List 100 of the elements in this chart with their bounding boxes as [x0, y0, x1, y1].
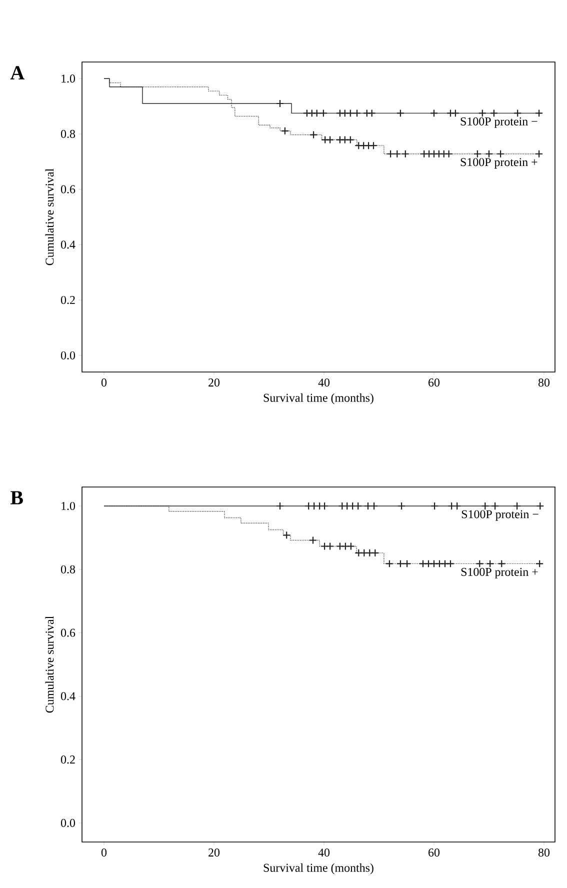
point	[346, 136, 354, 144]
point	[440, 150, 448, 158]
y-tick-label: 0.2	[60, 296, 75, 304]
point	[326, 136, 334, 144]
point	[478, 109, 486, 118]
y-tick-label: 1.0	[62, 502, 76, 510]
point	[371, 548, 380, 557]
point	[308, 109, 316, 118]
point	[484, 150, 494, 158]
point	[444, 150, 453, 158]
point	[514, 109, 522, 118]
point	[451, 109, 460, 118]
point	[398, 502, 406, 510]
point	[276, 99, 284, 108]
x-tick-label: 80	[538, 848, 550, 857]
point	[385, 560, 394, 568]
point	[396, 560, 404, 568]
y-tick-label: 1.0	[62, 74, 76, 83]
x-axis-title: Survival time (months)	[264, 863, 374, 874]
point	[434, 150, 443, 158]
y-tick-label: 0.6	[60, 628, 76, 637]
point	[336, 542, 344, 550]
x-tick-label: 20	[208, 848, 220, 857]
point	[440, 560, 450, 568]
point	[535, 150, 544, 158]
point	[310, 130, 318, 139]
point	[308, 536, 318, 544]
point	[368, 109, 376, 118]
point	[320, 542, 329, 550]
point	[346, 542, 355, 550]
chart-title: A	[10, 66, 24, 80]
point	[435, 560, 444, 568]
y-tick-label: 0.0	[60, 818, 76, 828]
point	[321, 136, 330, 144]
point	[498, 560, 506, 568]
point	[473, 150, 482, 158]
y-axis-title: Cumulative survival	[45, 168, 54, 266]
point	[312, 109, 321, 118]
series-label: S100P protein +	[460, 158, 538, 169]
point	[326, 542, 334, 550]
y-axis-title: Cumulative survival	[45, 616, 54, 713]
chart-title: B	[10, 491, 23, 504]
point	[490, 109, 498, 118]
point	[340, 136, 349, 144]
point	[476, 560, 484, 568]
point	[513, 502, 522, 510]
x-tick-label: 60	[428, 848, 440, 857]
point	[366, 548, 374, 557]
point	[276, 502, 284, 510]
point	[430, 150, 438, 158]
point	[486, 560, 494, 568]
point	[401, 150, 410, 158]
point	[369, 142, 378, 150]
point	[430, 502, 439, 510]
point	[352, 109, 362, 118]
point	[319, 109, 328, 118]
point	[430, 560, 438, 568]
x-tick-label: 40	[318, 848, 330, 857]
point	[396, 109, 404, 118]
point	[491, 502, 500, 510]
x-tick-label: 40	[318, 378, 330, 387]
x-tick-label: 0	[101, 848, 107, 857]
point	[354, 548, 363, 557]
point	[496, 150, 505, 158]
point	[302, 109, 311, 118]
point	[340, 109, 349, 118]
y-tick-label: 0.0	[60, 351, 76, 360]
x-tick-label: 60	[428, 378, 440, 387]
point	[420, 150, 428, 158]
point	[282, 531, 291, 540]
point	[280, 126, 289, 135]
x-tick-label: 20	[208, 378, 220, 387]
y-tick-label: 0.4	[60, 692, 76, 700]
point	[393, 150, 402, 158]
point	[341, 542, 350, 550]
point	[360, 548, 368, 557]
y-tick-label: 0.6	[60, 185, 76, 194]
point	[354, 142, 363, 150]
point	[424, 560, 433, 568]
series-label: S100P protein +	[461, 568, 538, 578]
point	[418, 560, 428, 568]
point	[425, 150, 434, 158]
point	[336, 109, 344, 118]
x-axis-title: Survival time (months)	[264, 393, 374, 404]
point	[481, 502, 490, 510]
point	[336, 136, 344, 144]
point	[446, 109, 455, 118]
point	[403, 560, 412, 568]
y-tick-label: 0.8	[60, 565, 76, 574]
point	[386, 150, 395, 158]
x-tick-label: 80	[538, 378, 550, 387]
point	[536, 502, 544, 510]
y-tick-label: 0.8	[60, 130, 76, 138]
series-label: S100P protein −	[462, 510, 538, 521]
point	[446, 560, 455, 568]
x-tick-label: 0	[101, 378, 107, 387]
point	[430, 109, 438, 118]
point	[346, 109, 354, 118]
point	[536, 560, 544, 568]
point	[362, 109, 371, 118]
